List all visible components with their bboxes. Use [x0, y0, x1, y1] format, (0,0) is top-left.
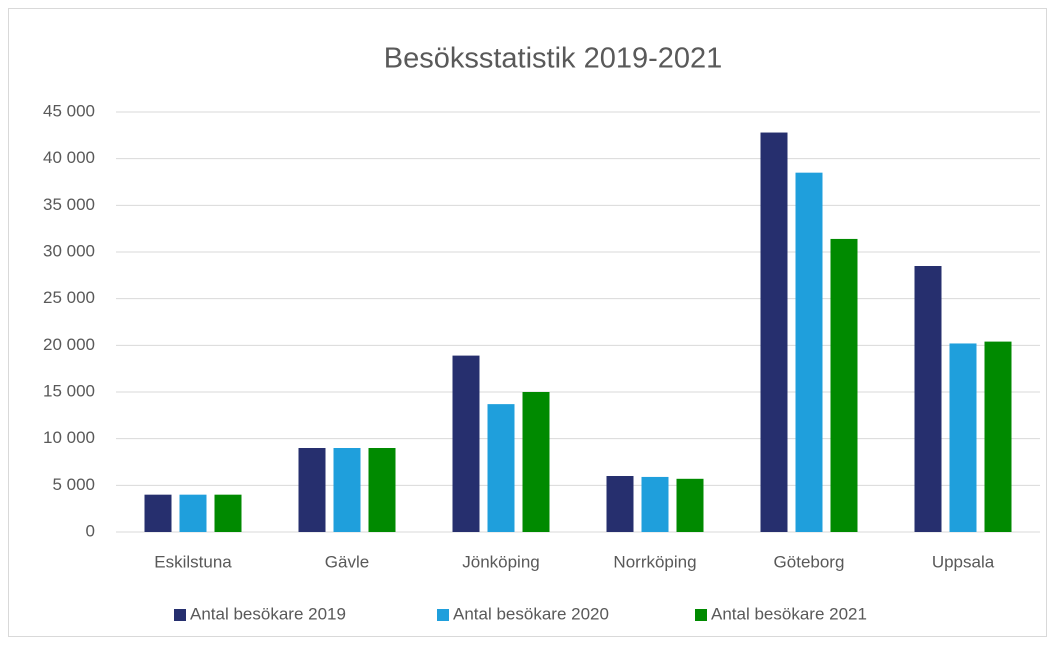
legend-swatch [174, 609, 186, 621]
chart-border [8, 8, 1047, 637]
bar [452, 355, 480, 532]
bar [487, 404, 515, 532]
bar [676, 478, 704, 532]
bar [760, 132, 788, 533]
bar [144, 494, 172, 532]
bar [984, 341, 1012, 532]
x-tick-label: Uppsala [932, 552, 995, 571]
bar [606, 476, 634, 532]
bar [298, 448, 326, 532]
y-tick-label: 5 000 [52, 475, 95, 494]
x-tick-label: Eskilstuna [154, 552, 232, 571]
x-tick-label: Norrköping [613, 552, 696, 571]
legend-label: Antal besökare 2021 [711, 604, 867, 623]
y-tick-label: 20 000 [43, 335, 95, 354]
bar [914, 266, 942, 532]
bar [641, 476, 669, 532]
bar [522, 392, 550, 532]
x-tick-label: Jönköping [462, 552, 540, 571]
legend-label: Antal besökare 2020 [453, 604, 609, 623]
bar [949, 343, 977, 532]
bar [830, 238, 858, 532]
legend-swatch [437, 609, 449, 621]
y-tick-label: 0 [86, 521, 95, 540]
chart-title: Besöksstatistik 2019-2021 [384, 43, 723, 75]
y-tick-label: 45 000 [43, 101, 95, 120]
y-tick-label: 40 000 [43, 148, 95, 167]
bar [214, 494, 242, 532]
legend-label: Antal besökare 2019 [190, 604, 346, 623]
y-tick-label: 10 000 [43, 428, 95, 447]
y-tick-label: 30 000 [43, 241, 95, 260]
x-tick-label: Gävle [325, 552, 369, 571]
bar [368, 448, 396, 532]
x-tick-label: Göteborg [774, 552, 845, 571]
bar [179, 494, 207, 532]
bar [333, 448, 361, 532]
legend-swatch [695, 609, 707, 621]
y-tick-label: 25 000 [43, 288, 95, 307]
y-tick-label: 15 000 [43, 381, 95, 400]
y-tick-label: 35 000 [43, 195, 95, 214]
bar [795, 172, 823, 532]
